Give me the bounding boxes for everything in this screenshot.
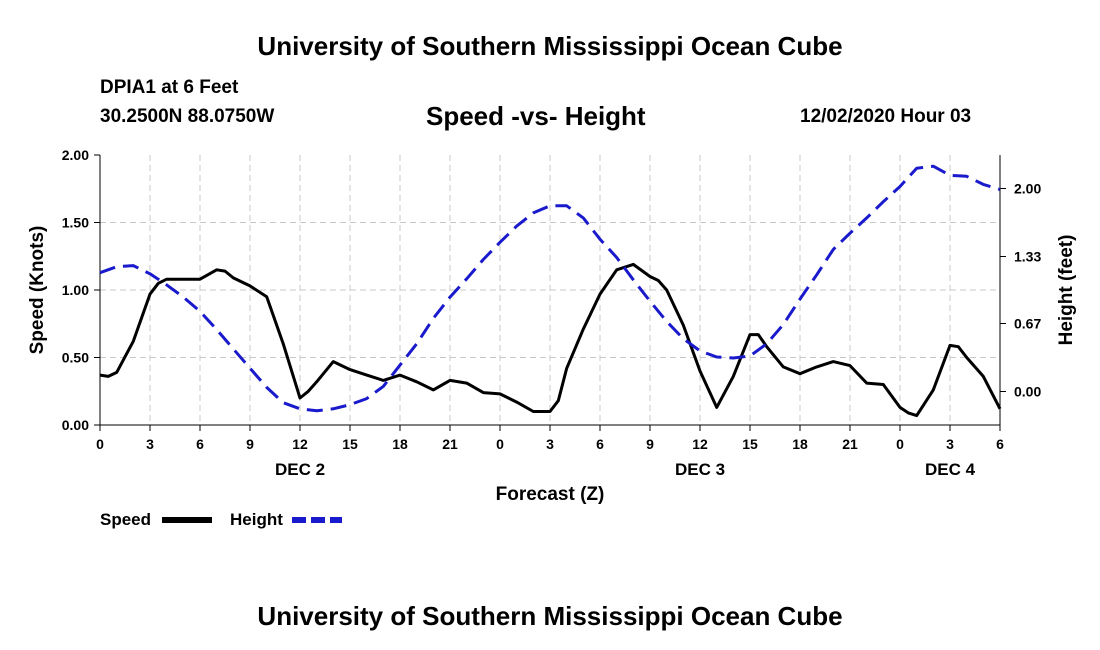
x-tick-label: 12 <box>692 436 708 452</box>
footer-title: University of Southern Mississippi Ocean… <box>257 601 843 631</box>
day-label: DEC 2 <box>275 460 325 479</box>
y2-tick-label: 0.00 <box>1014 384 1041 400</box>
x-tick-label: 0 <box>496 436 504 452</box>
day-label: DEC 3 <box>675 460 725 479</box>
y-tick-label: 0.00 <box>62 417 89 433</box>
station-name: DPIA1 at 6 Feet <box>100 77 239 98</box>
x-tick-label: 9 <box>646 436 654 452</box>
x-tick-label: 15 <box>342 436 358 452</box>
x-tick-label: 6 <box>996 436 1004 452</box>
y-tick-label: 1.00 <box>62 282 89 298</box>
x-tick-label: 0 <box>896 436 904 452</box>
x-tick-label: 9 <box>246 436 254 452</box>
legend-speed-label: Speed <box>100 510 151 529</box>
y2-tick-label: 0.67 <box>1014 315 1041 331</box>
chart-title: Speed -vs- Height <box>426 101 646 131</box>
x-tick-label: 21 <box>842 436 858 452</box>
x-tick-label: 6 <box>196 436 204 452</box>
y2-axis-title: Height (feet) <box>1056 235 1077 346</box>
main-title: University of Southern Mississippi Ocean… <box>257 31 843 61</box>
x-tick-label: 0 <box>96 436 104 452</box>
y2-tick-label: 1.33 <box>1014 249 1041 265</box>
speed-series-line <box>99 262 1002 418</box>
y-axis-title: Speed (Knots) <box>27 226 48 355</box>
x-tick-label: 3 <box>946 436 954 452</box>
station-coords: 30.2500N 88.0750W <box>100 106 275 127</box>
y2-tick-label: 2.00 <box>1014 180 1041 196</box>
y-tick-label: 2.00 <box>62 147 89 163</box>
x-tick-label: 3 <box>546 436 554 452</box>
x-tick-label: 18 <box>392 436 408 452</box>
x-tick-label: 6 <box>596 436 604 452</box>
x-tick-label: 3 <box>146 436 154 452</box>
day-label: DEC 4 <box>925 460 976 479</box>
x-tick-label: 15 <box>742 436 758 452</box>
y-tick-label: 0.50 <box>62 350 89 366</box>
x-tick-label: 18 <box>792 436 808 452</box>
x-tick-label: 12 <box>292 436 308 452</box>
height-series-line <box>99 164 1001 413</box>
forecast-datetime: 12/02/2020 Hour 03 <box>800 106 972 127</box>
legend-height-label: Height <box>230 510 283 529</box>
x-axis-title: Forecast (Z) <box>496 484 605 505</box>
y-tick-label: 1.50 <box>62 215 89 231</box>
x-tick-label: 21 <box>442 436 458 452</box>
